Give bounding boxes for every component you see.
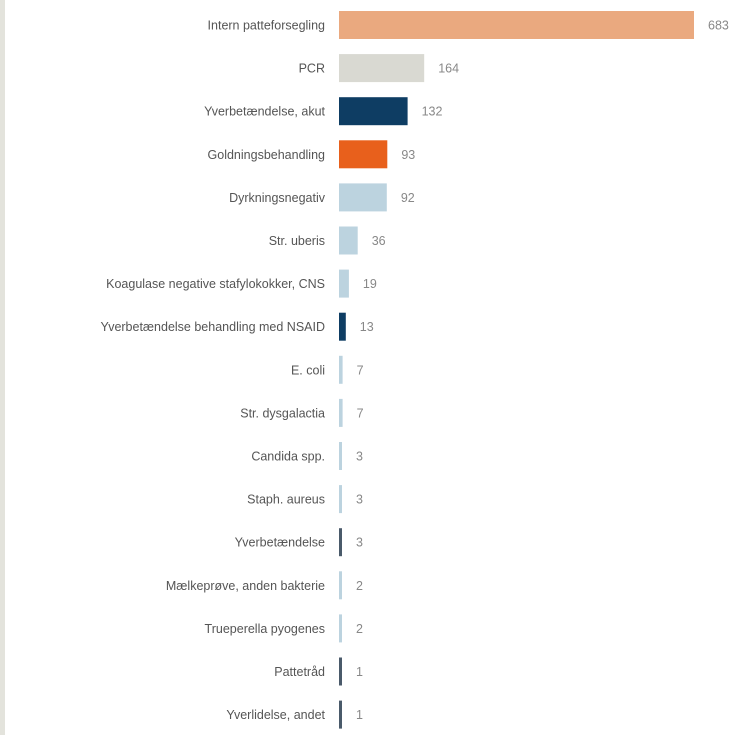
category-label: Goldningsbehandling [208, 148, 326, 162]
value-label: 93 [401, 148, 415, 162]
value-label: 1 [356, 708, 363, 722]
category-label: Yverbetændelse behandling med NSAID [101, 320, 325, 334]
bar[interactable] [339, 312, 346, 341]
value-label: 132 [422, 105, 443, 119]
bar[interactable] [339, 398, 343, 427]
value-label: 13 [360, 320, 374, 334]
value-label: 19 [363, 277, 377, 291]
category-label: Yverlidelse, andet [226, 708, 325, 722]
value-label: 92 [401, 191, 415, 205]
value-label: 7 [357, 406, 364, 420]
value-label: 3 [356, 493, 363, 507]
bar[interactable] [339, 54, 425, 83]
category-label: PCR [299, 62, 325, 76]
bar[interactable] [339, 700, 342, 729]
category-label: Yverbetændelse, akut [204, 105, 325, 119]
category-label: E. coli [291, 363, 325, 377]
category-label: Intern patteforsegling [208, 19, 325, 33]
category-label: Pattetråd [274, 665, 325, 679]
bar[interactable] [339, 485, 342, 514]
value-label: 2 [356, 579, 363, 593]
value-label: 3 [356, 450, 363, 464]
category-label: Dyrkningsnegativ [229, 191, 326, 205]
bar[interactable] [339, 183, 387, 212]
value-label: 36 [372, 234, 386, 248]
value-label: 2 [356, 622, 363, 636]
bar[interactable] [339, 614, 342, 643]
bar[interactable] [339, 140, 388, 169]
category-label: Str. uberis [269, 234, 325, 248]
value-label: 164 [438, 62, 459, 76]
category-label: Staph. aureus [247, 493, 325, 507]
bar[interactable] [339, 97, 408, 126]
bar[interactable] [339, 355, 343, 384]
bar[interactable] [339, 442, 342, 470]
category-label: Yverbetændelse [235, 536, 325, 550]
left-panel-edge [0, 0, 5, 735]
value-label: 7 [357, 363, 364, 377]
value-label: 1 [356, 665, 363, 679]
value-label: 683 [708, 19, 729, 33]
category-label: Koagulase negative stafylokokker, CNS [106, 277, 325, 291]
bar[interactable] [339, 657, 342, 686]
bar[interactable] [339, 269, 349, 298]
bar[interactable] [339, 571, 342, 600]
category-label: Candida spp. [251, 450, 325, 464]
category-label: Str. dysgalactia [240, 406, 325, 420]
category-label: Mælkeprøve, anden bakterie [166, 579, 325, 593]
value-label: 3 [356, 536, 363, 550]
bar[interactable] [339, 528, 342, 557]
category-label: Trueperella pyogenes [205, 622, 325, 636]
bar[interactable] [339, 11, 694, 39]
bar[interactable] [339, 226, 358, 255]
